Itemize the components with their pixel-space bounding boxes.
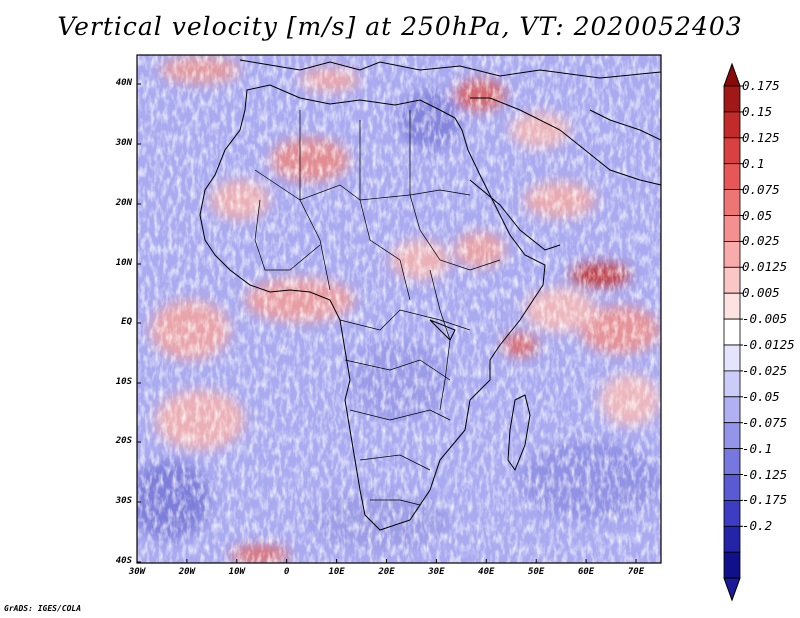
colorbar-swatch xyxy=(723,111,741,139)
lon-label: 0 xyxy=(283,567,290,577)
colorbar-label: 0.15 xyxy=(742,103,773,119)
country-borders xyxy=(254,110,501,506)
colorbar-swatch xyxy=(723,240,741,268)
lat-label: 20N xyxy=(115,198,132,208)
colorbar-swatch xyxy=(723,266,741,294)
coastline-arabia xyxy=(470,97,661,186)
colorbar-swatch xyxy=(723,215,741,242)
lon-label: 60E xyxy=(577,567,595,577)
colorbar-label: -0.175 xyxy=(742,492,788,508)
colorbar-swatch xyxy=(723,163,741,190)
colorbar-label: 0.175 xyxy=(742,78,780,93)
colorbar-label: 0.005 xyxy=(742,285,780,301)
lat-label: 40S xyxy=(115,556,132,566)
colorbar-label: 0.1 xyxy=(742,155,765,171)
colorbar-label: 0.05 xyxy=(742,207,773,223)
colorbar-label: -0.005 xyxy=(742,311,788,327)
colorbar-label: 0.025 xyxy=(742,233,780,249)
colorbar-label: 0.075 xyxy=(742,181,780,197)
lon-label: 50E xyxy=(528,567,545,577)
map-frame xyxy=(136,54,662,564)
lon-label: 20W xyxy=(178,567,196,577)
lon-label: 10W xyxy=(228,567,245,577)
velocity-field xyxy=(137,55,661,563)
colorbar-label: -0.05 xyxy=(742,388,780,404)
lon-label: 30E xyxy=(428,567,445,577)
lat-label: 30S xyxy=(115,496,132,506)
lat-label: EQ xyxy=(121,317,132,327)
colorbar-label: -0.025 xyxy=(742,362,788,378)
colorbar-swatch xyxy=(723,474,741,501)
lon-label: 20E xyxy=(378,567,395,577)
lon-label: 30W xyxy=(128,567,146,577)
axis-ticks xyxy=(136,83,637,563)
lat-label: 30N xyxy=(115,138,132,148)
colorbar-top-arrow xyxy=(723,62,741,87)
coastline-madagascar xyxy=(507,394,531,472)
colorbar-label: -0.0125 xyxy=(742,337,795,352)
lon-label: 70E xyxy=(627,567,645,577)
colorbar-swatch xyxy=(723,189,741,216)
colorbar-swatch xyxy=(723,292,741,320)
colorbar-label: -0.1 xyxy=(742,440,773,456)
colorbar-swatch xyxy=(723,422,741,450)
colorbar-swatch xyxy=(723,525,741,553)
lon-label: 10E xyxy=(328,567,345,577)
colorbar-label: -0.125 xyxy=(742,466,788,482)
lon-label: 40E xyxy=(478,567,495,577)
colorbar-label: -0.075 xyxy=(742,414,788,430)
colorbar-swatch xyxy=(723,448,741,475)
colorbar-swatch xyxy=(723,344,741,372)
colorbar-swatch xyxy=(723,318,741,346)
colorbar-label: 0.125 xyxy=(742,129,780,145)
lat-label: 10S xyxy=(115,377,132,387)
lat-label: 20S xyxy=(115,436,132,446)
colorbar-swatch xyxy=(723,396,741,424)
colorbar-swatch xyxy=(723,551,741,579)
lat-label: 10N xyxy=(115,258,132,268)
colorbar-label: 0.0125 xyxy=(742,259,788,275)
colorbar-swatch xyxy=(723,137,741,165)
colorbar-swatch xyxy=(723,85,741,113)
colorbar xyxy=(723,62,743,602)
grads-credit: GrADS: IGES/COLA xyxy=(4,604,82,613)
colorbar-bottom-arrow xyxy=(723,577,741,602)
colorbar-swatch xyxy=(723,370,741,398)
colorbar-label: -0.2 xyxy=(742,518,773,534)
colorbar-swatch xyxy=(723,499,741,527)
chart-title: Vertical velocity [m/s] at 250hPa, VT: 2… xyxy=(57,12,743,41)
lat-label: 40N xyxy=(115,78,132,88)
